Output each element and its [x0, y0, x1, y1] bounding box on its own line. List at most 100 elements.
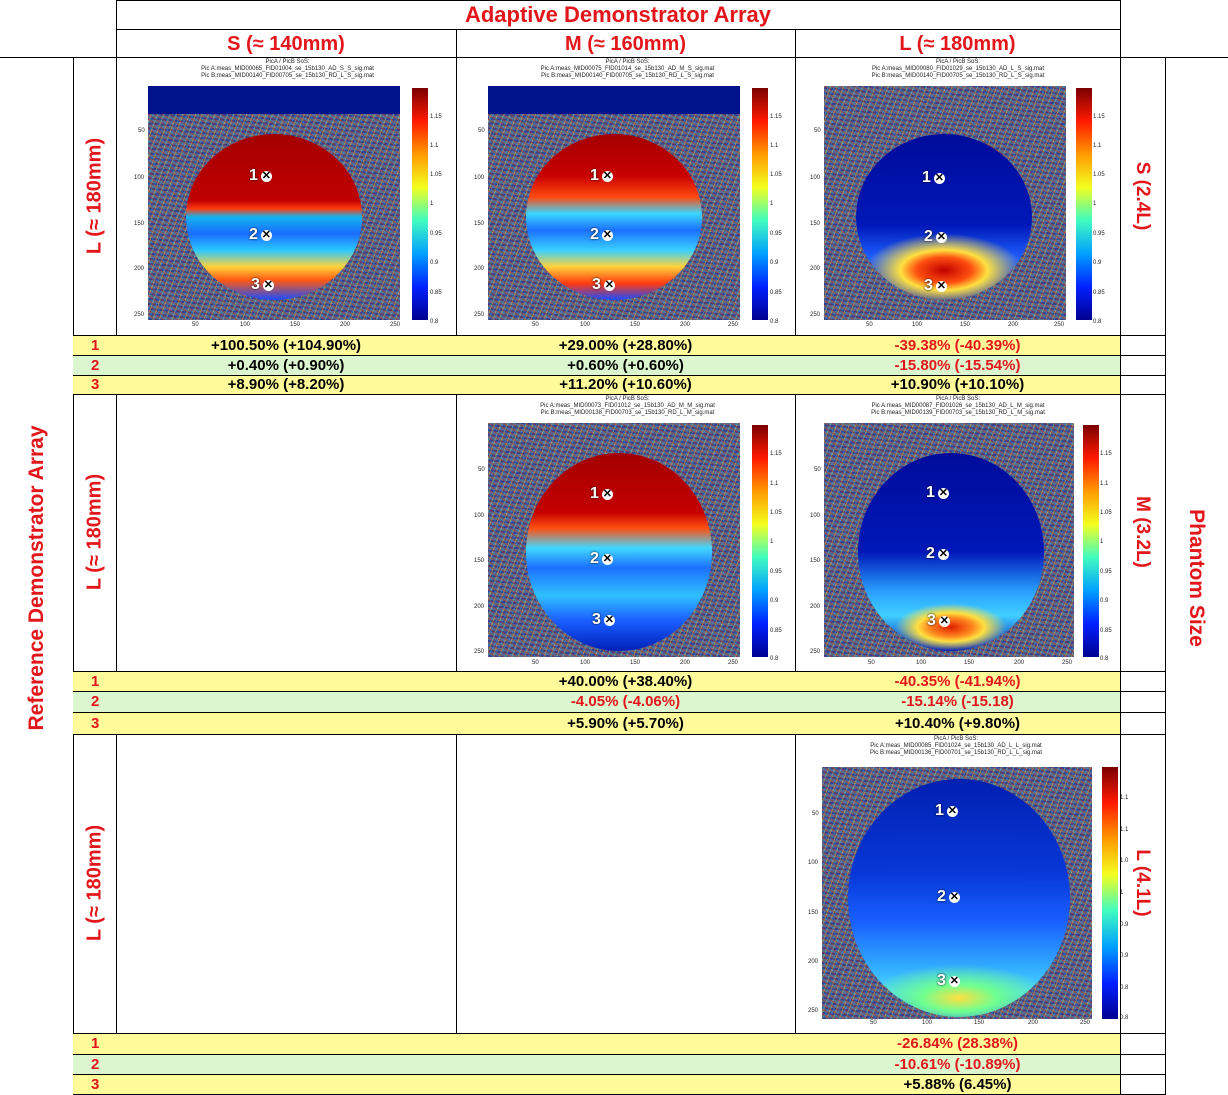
result-index: 3 — [91, 1076, 100, 1093]
x-tick: 50 — [870, 1020, 877, 1026]
phantom-size-title: Phantom Size — [1185, 509, 1208, 647]
plot-title: Pic B:meas_MID00136_FID00701_se_15b130_R… — [869, 750, 1043, 756]
x-tick: 150 — [960, 322, 971, 328]
colorbar-tick: 0.8 — [770, 319, 779, 325]
y-tick: 50 — [478, 467, 485, 473]
result-value: +10.90% (+10.10%) — [890, 376, 1025, 393]
x-tick: 50 — [868, 660, 875, 666]
reference-array-title: Reference Demonstrator Array — [25, 425, 48, 731]
plot-title: Pic A:meas_MID00065_FID01004_se_15b130_A… — [201, 66, 374, 72]
colorbar-tick: 0.8 — [770, 656, 779, 662]
marker-1: 1 ✕ — [922, 169, 945, 186]
colorbar-tick: 0.85 — [770, 628, 782, 634]
colorbar-tick: 1.1 — [770, 481, 779, 487]
marker-2: 2 ✕ — [937, 888, 960, 905]
x-tick: 150 — [974, 1020, 985, 1026]
x-tick: 150 — [964, 660, 975, 666]
y-tick: 150 — [810, 221, 821, 227]
plot-title: Pic A:meas_MID00080_FID01029_se_15b130_A… — [871, 66, 1045, 72]
y-tick: 100 — [474, 175, 485, 181]
ratio-map-m-s: PicA / PicB SoS: Pic A:meas_MID00075_FID… — [470, 58, 785, 334]
ratio-map-l-l: PicA / PicB SoS: Pic A:meas_MID00085_FID… — [806, 735, 1121, 1031]
y-tick: 250 — [474, 312, 485, 318]
result-value: -40.35% (-41.94%) — [894, 673, 1021, 690]
y-tick: 100 — [810, 175, 821, 181]
y-tick: 200 — [474, 604, 485, 610]
colorbar-tick: 1 — [1100, 539, 1104, 545]
marker-3: 3 ✕ — [251, 276, 274, 293]
x-tick: 200 — [1008, 322, 1019, 328]
y-tick: 150 — [810, 558, 821, 564]
colorbar-tick: 0.85 — [1093, 290, 1105, 296]
y-tick: 250 — [808, 1008, 819, 1014]
column-header-m: M (≈ 160mm) — [564, 33, 686, 55]
colorbar-tick: 1.15 — [1100, 451, 1112, 457]
row-label-l-3: L (≈ 180mm) — [83, 824, 106, 942]
plot-title: Pic A:meas_MID00087_FID01026_se_15b130_A… — [871, 403, 1045, 409]
y-tick: 50 — [138, 128, 145, 134]
y-tick: 100 — [474, 513, 485, 519]
x-tick: 100 — [240, 322, 251, 328]
x-tick: 100 — [916, 660, 927, 666]
result-value: +40.00% (+38.40%) — [558, 673, 693, 690]
y-tick: 150 — [474, 558, 485, 564]
colorbar-tick: 1.05 — [770, 510, 782, 516]
y-tick: 250 — [474, 649, 485, 655]
marker-2: 2 ✕ — [590, 550, 613, 567]
result-value: +11.20% (+10.60%) — [559, 376, 692, 393]
column-header-s: S (≈ 140mm) — [227, 33, 345, 55]
x-tick: 50 — [532, 660, 539, 666]
colorbar-tick: 1 — [1093, 201, 1097, 207]
colorbar-tick: 0.9 — [1100, 598, 1109, 604]
x-tick: 100 — [580, 322, 591, 328]
x-tick: 250 — [1080, 1020, 1091, 1026]
colorbar-tick: 0.8 — [1100, 656, 1109, 662]
y-tick: 100 — [134, 175, 145, 181]
y-tick: 200 — [810, 266, 821, 272]
colorbar-tick: 0.9 — [770, 598, 779, 604]
colorbar-tick: 0.95 — [770, 231, 782, 237]
colorbar-tick: 1 — [770, 201, 774, 207]
marker-2: 2 ✕ — [590, 226, 613, 243]
colorbar-tick: 0.95 — [430, 231, 442, 237]
ratio-map-s-s: PicA / PicB SoS: Pic A:meas_MID00065_FID… — [130, 58, 445, 334]
result-index: 1 — [91, 673, 100, 690]
y-tick: 50 — [478, 128, 485, 134]
result-value: +8.90% (+8.20%) — [227, 376, 345, 393]
row-label-l-2: L (≈ 180mm) — [83, 473, 106, 591]
colorbar-tick: 1.15 — [1093, 114, 1105, 120]
marker-2: 2 ✕ — [249, 226, 272, 243]
colorbar-tick: 0.85 — [770, 290, 782, 296]
colorbar-tick: 0.8 — [1120, 985, 1129, 991]
plot-title: PicA / PicB SoS: — [265, 59, 310, 65]
result-index: 2 — [91, 693, 100, 710]
colorbar-tick: 1.1 — [1120, 827, 1129, 833]
result-index: 3 — [91, 376, 100, 393]
x-tick: 250 — [728, 322, 739, 328]
result-value: +5.88% (6.45%) — [903, 1076, 1012, 1093]
phantom-label-m: M (3.2L) — [1132, 496, 1153, 568]
colorbar-tick: 1.0 — [1120, 858, 1129, 864]
marker-3: 3 ✕ — [592, 611, 615, 628]
colorbar-tick: 1 — [770, 539, 774, 545]
y-tick: 150 — [134, 221, 145, 227]
x-tick: 50 — [192, 322, 199, 328]
result-index: 3 — [91, 715, 100, 732]
x-tick: 150 — [630, 660, 641, 666]
colorbar-tick: 1.15 — [430, 114, 442, 120]
result-index: 2 — [91, 1056, 100, 1073]
colorbar-tick: 1 — [1120, 890, 1124, 896]
y-tick: 100 — [810, 513, 821, 519]
colorbar-tick: 1.05 — [430, 172, 442, 178]
y-tick: 50 — [812, 811, 819, 817]
plot-title: PicA / PicB SoS: — [935, 396, 981, 402]
x-tick: 250 — [390, 322, 401, 328]
phantom-label-s: S (2.4L) — [1132, 161, 1153, 231]
adaptive-array-title: Adaptive Demonstrator Array — [464, 2, 772, 27]
result-value: +0.60% (+0.60%) — [567, 357, 684, 374]
y-tick: 200 — [810, 604, 821, 610]
colorbar-tick: 1.1 — [1100, 481, 1109, 487]
y-tick: 150 — [474, 221, 485, 227]
colorbar-tick: 1.1 — [1120, 795, 1129, 801]
plot-title: Pic B:meas_MID00138_FID00703_se_15b130_R… — [540, 410, 715, 416]
